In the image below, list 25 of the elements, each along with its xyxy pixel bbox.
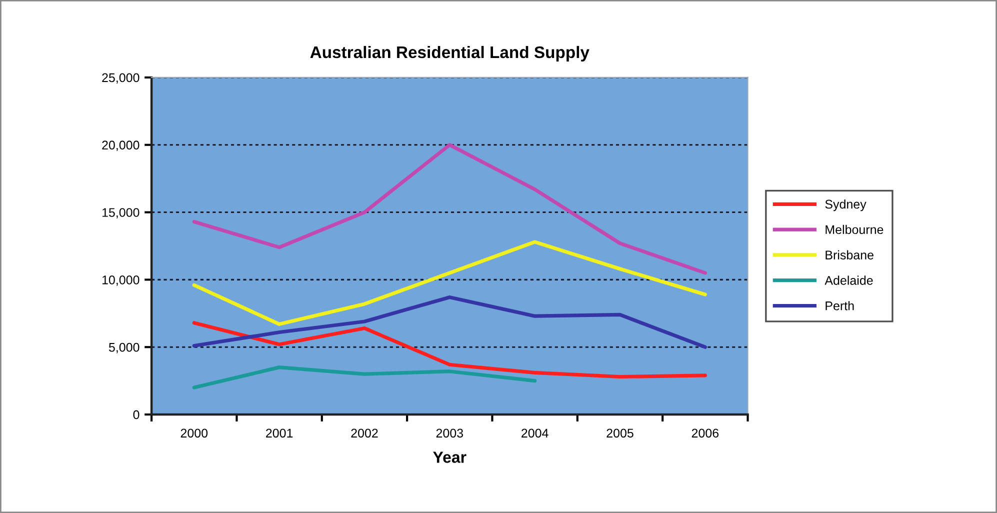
legend-label: Brisbane — [826, 250, 874, 260]
legend-label: Adelaide — [824, 276, 873, 285]
y-tick-label: 0 — [133, 410, 140, 420]
x-axis-title: Year — [433, 452, 466, 463]
line-series — [192, 366, 537, 390]
line-series — [192, 143, 707, 275]
x-tick-label: 2002 — [351, 428, 378, 438]
legend-label: Melbourne — [826, 224, 884, 234]
y-tick-label: 15,000 — [102, 208, 140, 218]
x-tick-label: 2005 — [606, 428, 634, 438]
line-series — [192, 321, 707, 379]
x-tick-label: 2006 — [692, 428, 719, 438]
y-tick-label: 5,000 — [108, 342, 140, 354]
x-tick-label: 2000 — [180, 428, 208, 438]
chart-title: Australian Residential Land Supply — [310, 46, 590, 62]
y-tick-label: 20,000 — [102, 140, 140, 151]
x-tick-label: 2003 — [436, 428, 464, 438]
y-tick-label: 25,000 — [102, 73, 140, 84]
x-tick-label: 2001 — [266, 428, 293, 438]
line-series — [192, 295, 707, 349]
legend-label: Perth — [826, 301, 854, 310]
y-tick-label: 10,000 — [102, 275, 140, 286]
line-series — [192, 240, 707, 326]
x-tick-label: 2004 — [522, 428, 548, 438]
legend-label: Sydney — [825, 199, 866, 212]
